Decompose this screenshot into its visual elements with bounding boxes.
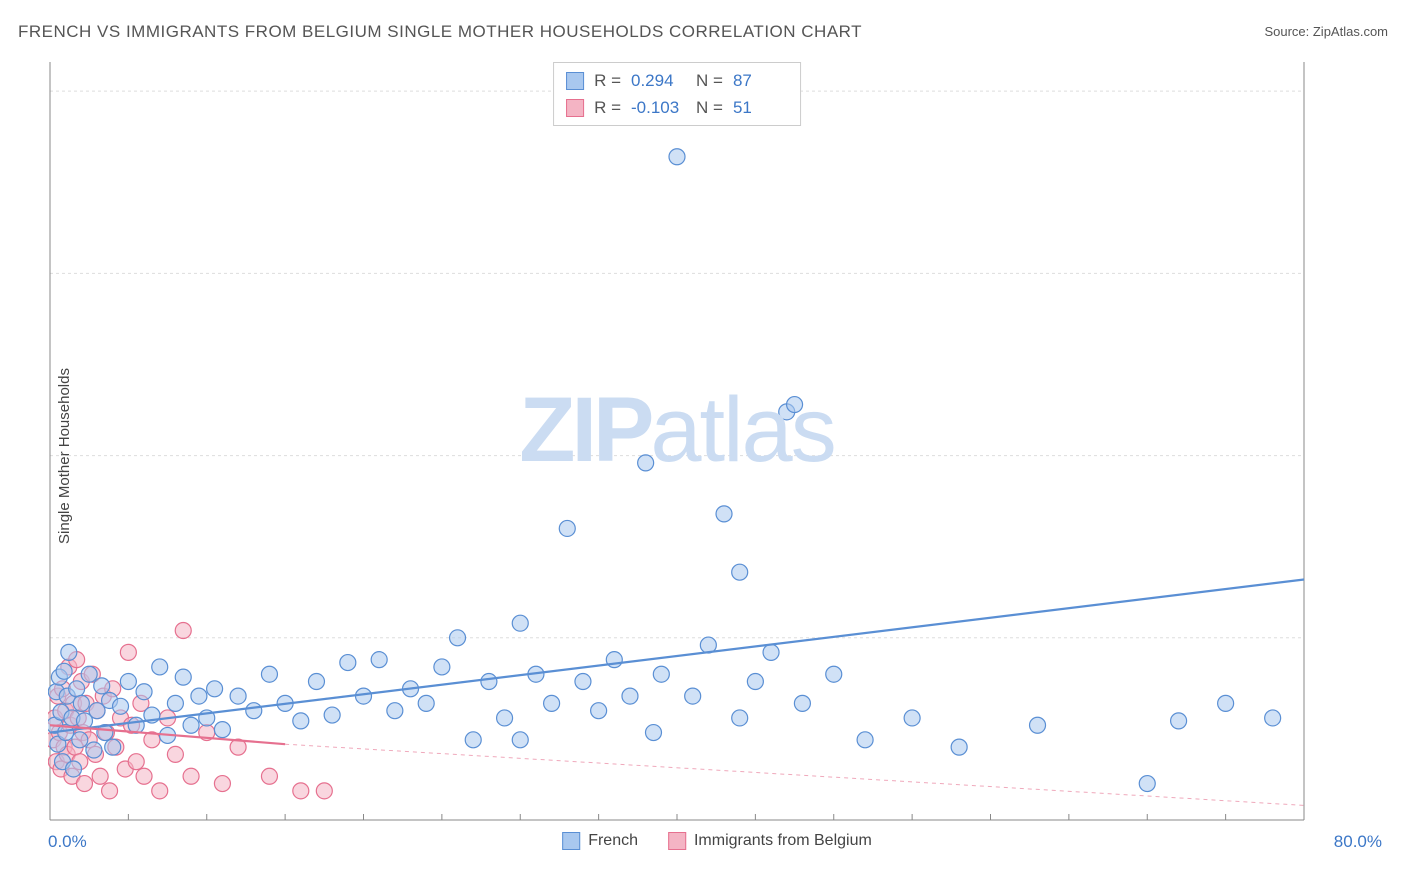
x-axis-min-label: 0.0%	[48, 832, 87, 852]
n-label: N =	[696, 67, 723, 94]
stats-row-belgium: R = -0.103 N = 51	[566, 94, 788, 121]
legend-item-belgium: Immigrants from Belgium	[668, 832, 872, 850]
n-label: N =	[696, 94, 723, 121]
legend-label-french: French	[588, 832, 638, 850]
swatch-belgium	[566, 99, 584, 117]
n-value-french: 87	[733, 67, 788, 94]
legend-label-belgium: Immigrants from Belgium	[694, 832, 872, 850]
r-value-french: 0.294	[631, 67, 686, 94]
chart-title: FRENCH VS IMMIGRANTS FROM BELGIUM SINGLE…	[18, 22, 862, 42]
chart-frame: 12.5%25.0%37.5%50.0% ZIPatlas R = 0.294 …	[48, 60, 1306, 822]
scatter-chart: 12.5%25.0%37.5%50.0%	[48, 60, 1306, 822]
stats-row-french: R = 0.294 N = 87	[566, 67, 788, 94]
legend-item-french: French	[562, 832, 638, 850]
x-axis-max-label: 80.0%	[1334, 832, 1382, 852]
legend-swatch-belgium	[668, 832, 686, 850]
swatch-french	[566, 72, 584, 90]
source-attribution: Source: ZipAtlas.com	[1264, 24, 1388, 39]
r-value-belgium: -0.103	[631, 94, 686, 121]
r-label: R =	[594, 67, 621, 94]
r-label: R =	[594, 94, 621, 121]
stats-legend-box: R = 0.294 N = 87 R = -0.103 N = 51	[553, 62, 801, 126]
chart-container: Single Mother Households 12.5%25.0%37.5%…	[48, 60, 1386, 852]
n-value-belgium: 51	[733, 94, 788, 121]
legend-bottom: French Immigrants from Belgium	[562, 832, 872, 850]
legend-swatch-french	[562, 832, 580, 850]
